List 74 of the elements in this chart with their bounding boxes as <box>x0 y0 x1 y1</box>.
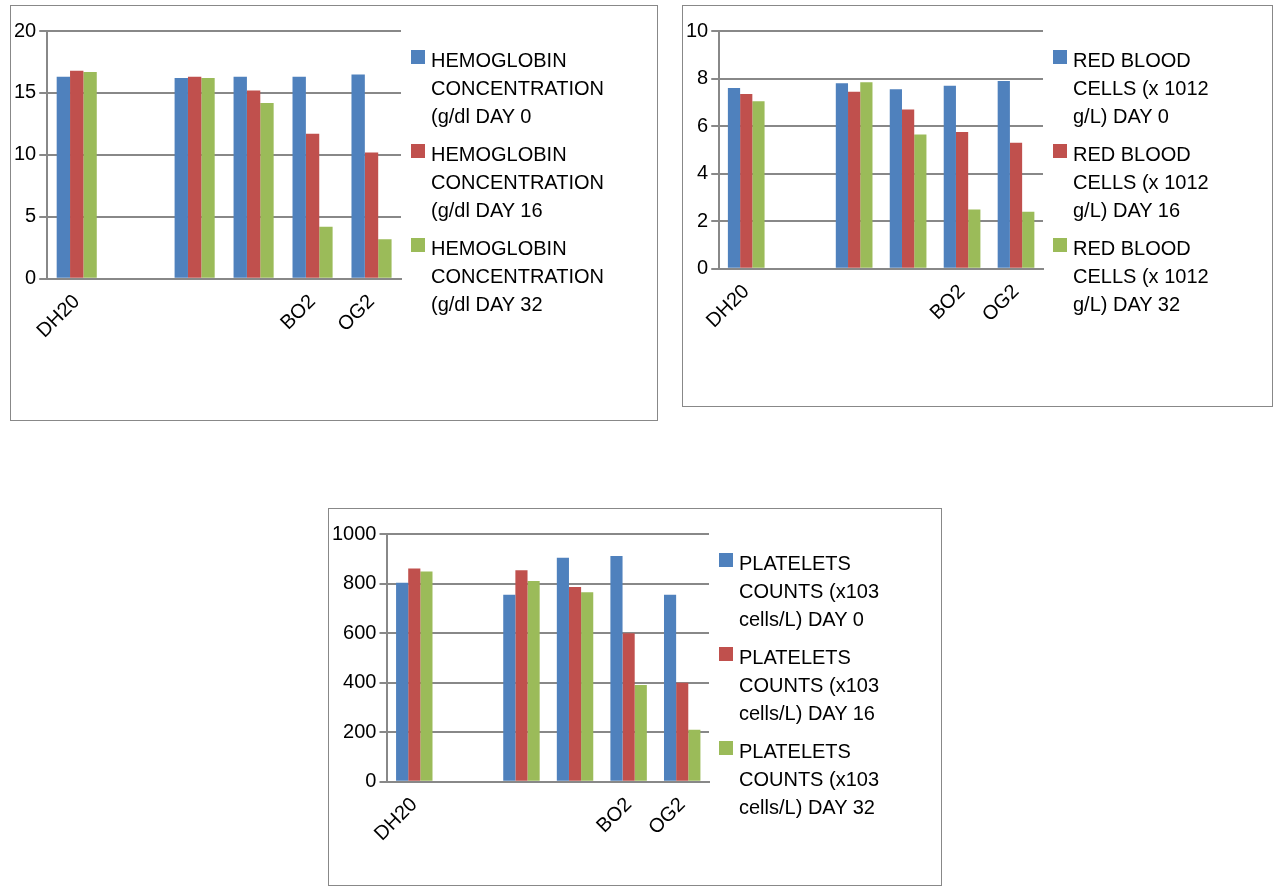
bar <box>233 76 247 278</box>
y-tick-label: 4 <box>697 161 709 184</box>
y-tick-label: 6 <box>697 113 709 136</box>
bar <box>408 568 421 781</box>
legend-label: RED BLOOD CELLS (x 1012 g/L) DAY 32 <box>1073 236 1210 317</box>
y-tick-label: 0 <box>25 266 37 289</box>
bar <box>174 78 188 278</box>
bar <box>727 88 741 268</box>
legend-label: HEMOGLOBIN CONCENTRATION (g/dl DAY 16 <box>431 142 605 223</box>
bar <box>968 209 981 268</box>
legend-label: RED BLOOD CELLS (x 1012 g/L) DAY 16 <box>1073 142 1210 223</box>
legend-label: PLATELETS COUNTS (x103 cells/L) DAY 0 <box>739 551 881 632</box>
bar <box>319 226 333 278</box>
x-tick-label: OG2 <box>332 289 379 335</box>
bar <box>378 239 392 278</box>
bar <box>503 594 516 781</box>
bar <box>527 581 540 781</box>
y-tick-label: 0 <box>365 769 377 792</box>
bar <box>752 101 765 268</box>
bar <box>1022 211 1035 268</box>
y-tick-label: 800 <box>343 571 377 594</box>
y-tick-label: 5 <box>25 204 37 227</box>
x-tick-label: BO2 <box>275 289 320 334</box>
bar <box>581 592 594 781</box>
bar <box>622 633 635 781</box>
legend-label: PLATELETS COUNTS (x103 cells/L) DAY 16 <box>739 645 881 726</box>
bar <box>663 594 677 781</box>
bar <box>889 89 902 268</box>
bar <box>556 557 569 781</box>
bar <box>997 80 1010 268</box>
y-tick-label: 20 <box>14 18 37 41</box>
bar <box>568 587 582 781</box>
bar <box>901 109 915 268</box>
bar <box>634 684 647 781</box>
bar <box>914 134 927 268</box>
y-tick-label: 10 <box>686 18 709 41</box>
bar <box>305 133 320 278</box>
bar <box>246 90 261 278</box>
y-tick-label: 600 <box>343 620 377 643</box>
bar <box>943 85 956 268</box>
bar <box>56 76 71 278</box>
bar <box>835 83 849 268</box>
legend-label: PLATELETS COUNTS (x103 cells/L) DAY 32 <box>739 739 881 820</box>
y-tick-label: 200 <box>343 719 377 742</box>
bar <box>396 582 409 781</box>
bar <box>83 71 97 278</box>
legend-label: RED BLOOD CELLS (x 1012 g/L) DAY 0 <box>1073 48 1210 129</box>
bar <box>515 570 528 781</box>
x-tick-label: OG2 <box>643 792 689 838</box>
bar <box>420 571 433 781</box>
bar <box>351 74 365 278</box>
y-tick-label: 2 <box>697 208 709 231</box>
bar <box>740 94 753 268</box>
bar <box>260 102 274 278</box>
y-tick-label: 400 <box>343 670 377 693</box>
bar <box>70 70 84 278</box>
bar <box>292 76 306 278</box>
y-tick-label: 15 <box>14 80 37 103</box>
bar <box>676 682 689 781</box>
y-tick-label: 1000 <box>331 521 377 544</box>
bar <box>610 556 623 781</box>
bar <box>860 82 873 268</box>
bar <box>848 91 861 268</box>
y-tick-label: 0 <box>697 256 709 279</box>
bar <box>187 76 202 278</box>
y-tick-label: 10 <box>14 142 37 165</box>
bar <box>364 152 379 278</box>
bar <box>201 78 215 278</box>
bar <box>688 729 701 781</box>
legend-label: HEMOGLOBIN CONCENTRATION (g/dl DAY 32 <box>431 236 605 317</box>
bar <box>955 132 969 268</box>
y-tick-label: 8 <box>697 66 709 89</box>
bar <box>1009 142 1023 268</box>
legend-label: HEMOGLOBIN CONCENTRATION (g/dl DAY 0 <box>431 48 605 129</box>
